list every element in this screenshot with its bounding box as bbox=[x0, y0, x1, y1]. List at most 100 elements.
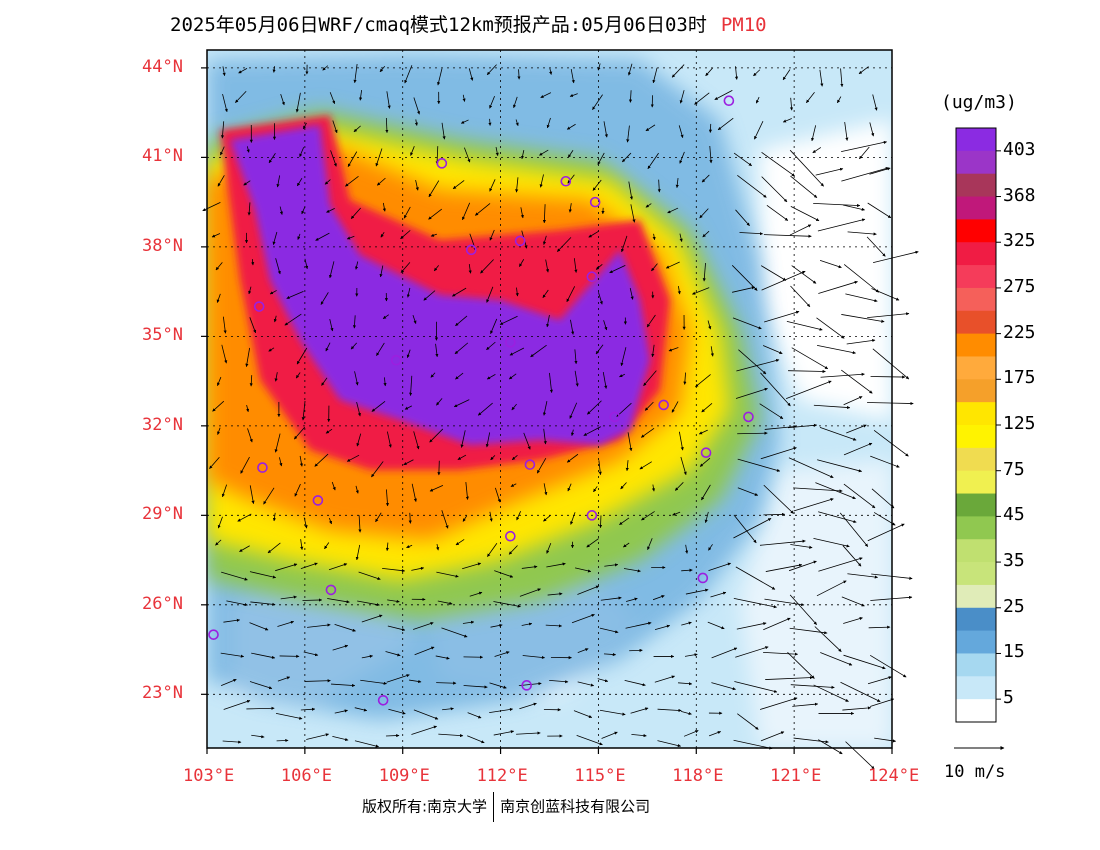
wind-arrow bbox=[354, 261, 359, 270]
wind-arrow bbox=[493, 601, 521, 608]
wind-arrow bbox=[819, 427, 857, 441]
colorbar-label: 5 bbox=[1003, 687, 1014, 709]
wind-arrow bbox=[647, 538, 653, 550]
wind-arrow bbox=[328, 517, 333, 525]
colorbar-swatch bbox=[956, 128, 996, 152]
wind-arrow bbox=[441, 627, 468, 638]
wind-arrow bbox=[789, 97, 794, 111]
colorbar-swatch bbox=[956, 265, 996, 289]
wind-arrow bbox=[376, 177, 386, 186]
wind-arrow bbox=[790, 684, 835, 689]
wind-arrow bbox=[328, 563, 348, 571]
wind-arrow bbox=[576, 734, 603, 746]
wind-arrow bbox=[413, 97, 420, 115]
wind-arrow bbox=[400, 230, 411, 240]
wind-arrow bbox=[386, 91, 391, 109]
wind-arrow bbox=[593, 486, 598, 493]
wind-arrow bbox=[326, 208, 335, 213]
wind-arrow bbox=[759, 539, 806, 546]
wind-arrow bbox=[414, 119, 418, 126]
wind-arrow bbox=[522, 655, 546, 660]
wind-arrow bbox=[623, 568, 641, 573]
wind-arrow bbox=[573, 710, 593, 718]
wind-arrow bbox=[386, 674, 410, 683]
wind-arrow bbox=[413, 622, 434, 630]
wind-arrow bbox=[600, 596, 622, 601]
wind-arrow bbox=[628, 181, 633, 200]
wind-arrow bbox=[812, 147, 822, 154]
wind-arrow bbox=[238, 67, 248, 74]
wind-arrow bbox=[415, 179, 419, 191]
wind-arrow bbox=[869, 122, 875, 137]
wind-arrow bbox=[239, 545, 250, 552]
wind-arrow bbox=[375, 148, 383, 167]
wind-arrow bbox=[273, 315, 277, 323]
wind-arrow bbox=[813, 684, 849, 702]
wind-arrow bbox=[486, 286, 494, 303]
wind-arrow bbox=[839, 512, 869, 547]
wind-arrow bbox=[646, 314, 656, 328]
wind-arrow bbox=[592, 94, 603, 110]
wind-arrow bbox=[621, 152, 632, 163]
wind-arrow bbox=[843, 617, 863, 624]
wind-arrow bbox=[469, 591, 483, 597]
wind-arrow bbox=[489, 179, 496, 192]
wind-arrow bbox=[352, 315, 357, 329]
wind-arrow bbox=[842, 204, 865, 211]
wind-arrow bbox=[520, 150, 525, 160]
wind-arrow bbox=[268, 347, 275, 352]
wind-arrow bbox=[274, 433, 281, 453]
wind-arrow bbox=[212, 400, 225, 412]
wind-arrow bbox=[467, 712, 482, 719]
station-marker bbox=[514, 235, 526, 247]
wind-arrow bbox=[251, 259, 255, 266]
wind-arrow bbox=[629, 288, 634, 300]
wind-arrow bbox=[346, 235, 355, 240]
wind-arrow bbox=[598, 460, 602, 476]
wind-arrow bbox=[598, 292, 603, 305]
wind-arrow bbox=[763, 617, 791, 631]
wind-arrow bbox=[222, 316, 227, 334]
wind-arrow bbox=[487, 542, 498, 557]
wind-arrow bbox=[237, 513, 252, 522]
wind-arrow bbox=[858, 66, 869, 75]
wind-arrow bbox=[657, 740, 682, 748]
wind-arrow bbox=[790, 285, 811, 308]
wind-arrow bbox=[643, 370, 657, 386]
wind-arrow bbox=[272, 231, 278, 245]
colorbar-swatch bbox=[956, 287, 996, 312]
wind-arrow bbox=[302, 598, 323, 602]
wind-arrow bbox=[790, 175, 818, 199]
wind-arrow bbox=[508, 545, 518, 555]
wind-arrow bbox=[462, 620, 475, 624]
wind-arrow bbox=[215, 539, 222, 546]
colorbar-swatch bbox=[956, 699, 996, 723]
wind-arrow bbox=[545, 259, 550, 273]
wind-arrow bbox=[249, 317, 257, 334]
wind-arrow bbox=[516, 731, 541, 735]
wind-arrow bbox=[623, 542, 630, 548]
wind-arrow bbox=[371, 400, 386, 412]
wind-arrow bbox=[346, 454, 360, 462]
colorbar-swatch bbox=[956, 539, 996, 563]
wind-arrow bbox=[873, 250, 919, 263]
wind-arrow bbox=[300, 539, 304, 550]
wind-arrow bbox=[549, 68, 553, 75]
wind-arrow bbox=[680, 456, 687, 476]
wind-arrow bbox=[549, 680, 569, 684]
wind-arrow bbox=[409, 679, 422, 684]
wind-arrow bbox=[677, 285, 681, 295]
wind-arrow bbox=[710, 346, 714, 357]
wind-arrow bbox=[246, 706, 275, 710]
wind-arrow bbox=[304, 258, 309, 270]
station-marker bbox=[312, 495, 324, 506]
wind-arrow bbox=[556, 237, 572, 252]
wind-arrow bbox=[355, 544, 361, 561]
wind-arrow bbox=[382, 202, 386, 212]
wind-arrow bbox=[819, 69, 824, 87]
wind-arrow bbox=[702, 230, 710, 238]
colorbar-swatch bbox=[956, 425, 996, 449]
station-marker bbox=[521, 680, 532, 691]
wind-arrow bbox=[354, 707, 368, 712]
lon-label: 121°E bbox=[770, 766, 822, 786]
